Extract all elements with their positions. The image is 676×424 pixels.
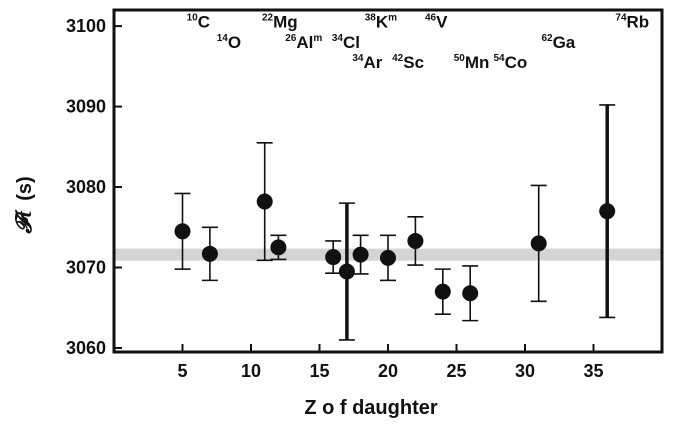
data-marker: [530, 235, 547, 252]
isotope-label: 34Ar: [352, 53, 382, 72]
isotope-mass: 26: [285, 33, 297, 44]
data-point: [462, 265, 479, 322]
data-marker: [380, 249, 396, 266]
isotope-mass: 14: [217, 33, 229, 44]
y-axis-title: 𝓕t (s): [11, 176, 36, 234]
isotope-mass: 38: [365, 13, 377, 24]
isotope-label: 14O: [217, 33, 241, 52]
data-point: [407, 216, 424, 266]
isotope-symbol: V: [436, 13, 448, 32]
y-axis-unit: (s): [14, 176, 36, 200]
isotope-meta: m: [388, 13, 397, 24]
data-marker: [407, 232, 424, 249]
y-axis-symbol: 𝓕t: [11, 209, 36, 235]
isotope-label: 42Sc: [392, 53, 424, 72]
x-tick-label: 20: [378, 361, 398, 381]
data-marker: [338, 263, 355, 280]
isotope-symbol: O: [228, 33, 241, 52]
data-point: [530, 184, 547, 303]
x-tick-label: 35: [583, 361, 603, 381]
isotope-label: 46V: [425, 13, 448, 32]
data-marker: [174, 223, 191, 240]
isotope-label: 74Rb: [615, 13, 649, 32]
data-marker: [434, 283, 451, 300]
isotope-symbol: Rb: [627, 13, 650, 32]
isotope-mass: 34: [352, 53, 364, 64]
data-marker: [462, 285, 479, 302]
data-point: [434, 268, 451, 315]
isotope-label: 26Alm: [285, 33, 322, 52]
data-marker: [599, 203, 616, 220]
isotope-symbol: Mg: [273, 13, 298, 32]
y-tick-label: 3070: [66, 258, 106, 278]
x-tick-label: 10: [241, 361, 261, 381]
data-point: [256, 141, 273, 262]
data-marker: [270, 239, 287, 256]
data-marker: [256, 193, 273, 210]
isotope-label: 54Co: [493, 53, 527, 72]
isotope-mass: 34: [332, 33, 344, 44]
isotope-mass: 62: [541, 33, 553, 44]
isotope-symbol: K: [376, 13, 389, 32]
isotope-symbol: Ga: [553, 33, 576, 52]
data-point: [380, 234, 396, 282]
data-point: [325, 240, 342, 274]
isotope-symbol: Ar: [364, 53, 383, 72]
x-tick-label: 25: [446, 361, 466, 381]
y-tick-label: 3080: [66, 177, 106, 197]
y-tick-label: 3100: [66, 16, 106, 36]
data-point: [174, 192, 191, 270]
isotope-label: 10C: [187, 13, 210, 32]
isotope-label: 34Cl: [332, 33, 360, 52]
data-marker: [352, 246, 369, 263]
isotope-label: 38Km: [365, 13, 397, 32]
data-point: [352, 234, 369, 275]
isotope-symbol: Co: [505, 53, 528, 72]
isotope-mass: 74: [615, 13, 627, 24]
isotope-mass: 54: [493, 53, 505, 64]
isotope-symbol: Cl: [343, 33, 360, 52]
data-marker: [325, 249, 342, 266]
data-point: [338, 202, 355, 341]
isotope-label: 62Ga: [541, 33, 575, 52]
isotope-symbol: C: [198, 13, 210, 32]
data-point: [270, 234, 287, 261]
isotope-label: 50Mn: [454, 53, 490, 72]
x-tick-label: 30: [515, 361, 535, 381]
x-tick-label: 15: [309, 361, 329, 381]
isotope-mass: 22: [262, 13, 274, 24]
y-tick-label: 3060: [66, 338, 106, 358]
y-tick-label: 3090: [66, 97, 106, 117]
isotope-mass: 10: [187, 13, 199, 24]
data-point: [201, 226, 218, 282]
isotope-symbol: Mn: [465, 53, 490, 72]
data-point: [599, 104, 616, 319]
isotope-symbol: Al: [296, 33, 313, 52]
isotope-symbol: Sc: [403, 53, 424, 72]
x-tick-label: 5: [177, 361, 187, 381]
isotope-mass: 50: [454, 53, 466, 64]
isotope-meta: m: [313, 33, 322, 44]
isotope-mass: 46: [425, 13, 437, 24]
isotope-mass: 42: [392, 53, 404, 64]
x-axis-title: Z o f daughter: [304, 397, 438, 419]
plot-frame: [112, 8, 664, 354]
isotope-label: 22Mg: [262, 13, 298, 32]
data-marker: [201, 245, 218, 262]
